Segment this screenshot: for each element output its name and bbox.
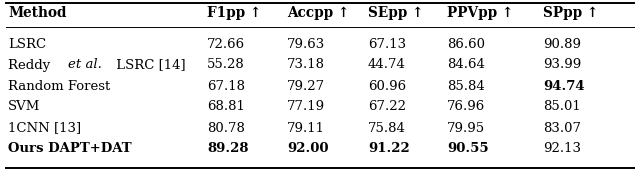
Text: 92.13: 92.13	[543, 142, 581, 155]
Text: 44.74: 44.74	[368, 58, 406, 72]
Text: 90.89: 90.89	[543, 37, 581, 51]
Text: SVM: SVM	[8, 100, 40, 114]
Text: 67.22: 67.22	[368, 100, 406, 114]
Text: 86.60: 86.60	[447, 37, 485, 51]
Text: 76.96: 76.96	[447, 100, 485, 114]
Text: 73.18: 73.18	[287, 58, 325, 72]
Text: 79.63: 79.63	[287, 37, 325, 51]
Text: 84.64: 84.64	[447, 58, 485, 72]
Text: SPpp ↑: SPpp ↑	[543, 6, 598, 20]
Text: 91.22: 91.22	[368, 142, 410, 155]
Text: Random Forest: Random Forest	[8, 79, 110, 93]
Text: LSRC [14]: LSRC [14]	[112, 58, 186, 72]
Text: Reddy: Reddy	[8, 58, 54, 72]
Text: et al.: et al.	[68, 58, 102, 72]
Text: 72.66: 72.66	[207, 37, 245, 51]
Text: 80.78: 80.78	[207, 121, 245, 135]
Text: 90.55: 90.55	[447, 142, 488, 155]
Text: 55.28: 55.28	[207, 58, 244, 72]
Text: 68.81: 68.81	[207, 100, 245, 114]
Text: Method: Method	[8, 6, 67, 20]
Text: Accpp ↑: Accpp ↑	[287, 6, 349, 20]
Text: F1pp ↑: F1pp ↑	[207, 6, 261, 20]
Text: SEpp ↑: SEpp ↑	[368, 6, 424, 20]
Text: 77.19: 77.19	[287, 100, 325, 114]
Text: 92.00: 92.00	[287, 142, 328, 155]
Text: 94.74: 94.74	[543, 79, 584, 93]
Text: 83.07: 83.07	[543, 121, 581, 135]
Text: 79.11: 79.11	[287, 121, 325, 135]
Text: PPVpp ↑: PPVpp ↑	[447, 6, 513, 20]
Text: 67.13: 67.13	[368, 37, 406, 51]
Text: 75.84: 75.84	[368, 121, 406, 135]
Text: LSRC: LSRC	[8, 37, 46, 51]
Text: 79.27: 79.27	[287, 79, 325, 93]
Text: 85.84: 85.84	[447, 79, 484, 93]
Text: 60.96: 60.96	[368, 79, 406, 93]
Text: 85.01: 85.01	[543, 100, 580, 114]
Text: 1CNN [13]: 1CNN [13]	[8, 121, 81, 135]
Text: Ours DAPT+DAT: Ours DAPT+DAT	[8, 142, 132, 155]
Text: 67.18: 67.18	[207, 79, 245, 93]
Text: 93.99: 93.99	[543, 58, 581, 72]
Text: 89.28: 89.28	[207, 142, 248, 155]
Text: 79.95: 79.95	[447, 121, 485, 135]
